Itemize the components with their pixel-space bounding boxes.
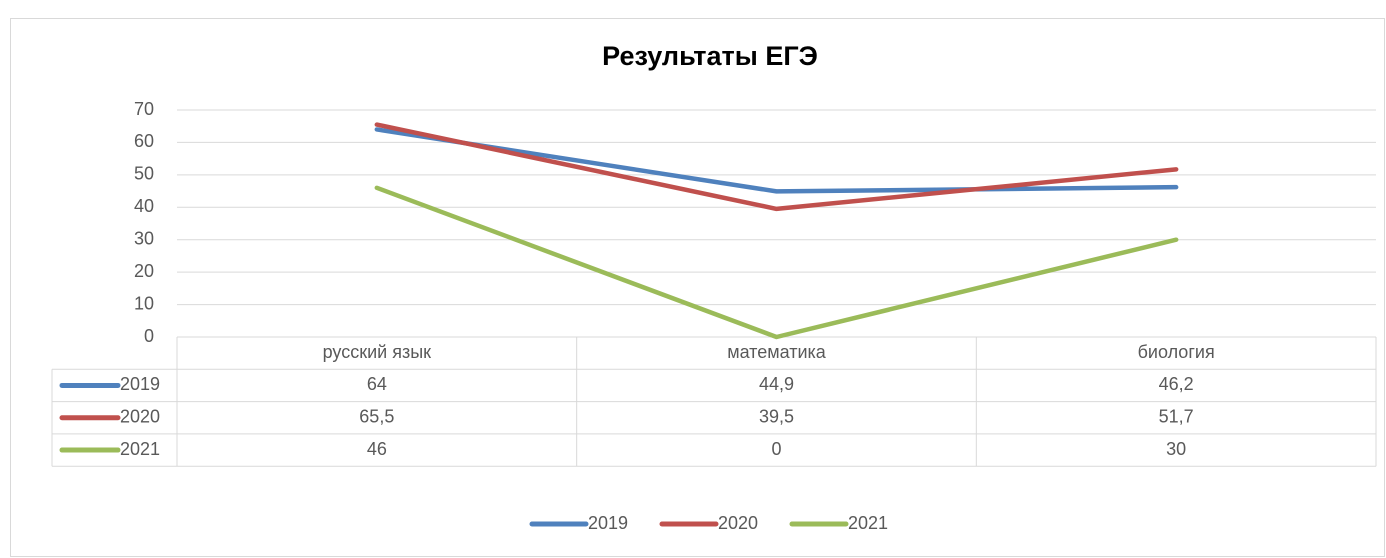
- x-tick-label: русский язык: [323, 342, 432, 362]
- table-value: 39,5: [759, 407, 794, 427]
- y-tick-label: 50: [134, 164, 154, 184]
- table-value: 44,9: [759, 374, 794, 394]
- table-value: 51,7: [1159, 407, 1194, 427]
- table-value: 0: [771, 439, 781, 459]
- table-value: 64: [367, 374, 387, 394]
- series-line: [374, 122, 1179, 212]
- chart-border: [10, 18, 1385, 557]
- table-value: 46,2: [1159, 374, 1194, 394]
- x-tick-label: математика: [727, 342, 827, 362]
- y-tick-label: 10: [134, 293, 154, 313]
- table-series-name: 2019: [120, 374, 160, 394]
- legend-label: 2021: [848, 513, 888, 533]
- chart-title: Результаты ЕГЭ: [602, 41, 818, 71]
- table-value: 30: [1166, 439, 1186, 459]
- series-line: [374, 127, 1179, 194]
- x-tick-label: биология: [1138, 342, 1215, 362]
- y-tick-label: 0: [144, 326, 154, 346]
- y-tick-label: 60: [134, 131, 154, 151]
- y-tick-label: 20: [134, 261, 154, 281]
- table-series-name: 2021: [120, 439, 160, 459]
- y-tick-label: 70: [134, 99, 154, 119]
- table-value: 65,5: [359, 407, 394, 427]
- series-line: [374, 185, 1179, 340]
- table-value: 46: [367, 439, 387, 459]
- legend-label: 2019: [588, 513, 628, 533]
- legend-label: 2020: [718, 513, 758, 533]
- table-series-name: 2020: [120, 407, 160, 427]
- y-tick-label: 30: [134, 228, 154, 248]
- y-tick-label: 40: [134, 196, 154, 216]
